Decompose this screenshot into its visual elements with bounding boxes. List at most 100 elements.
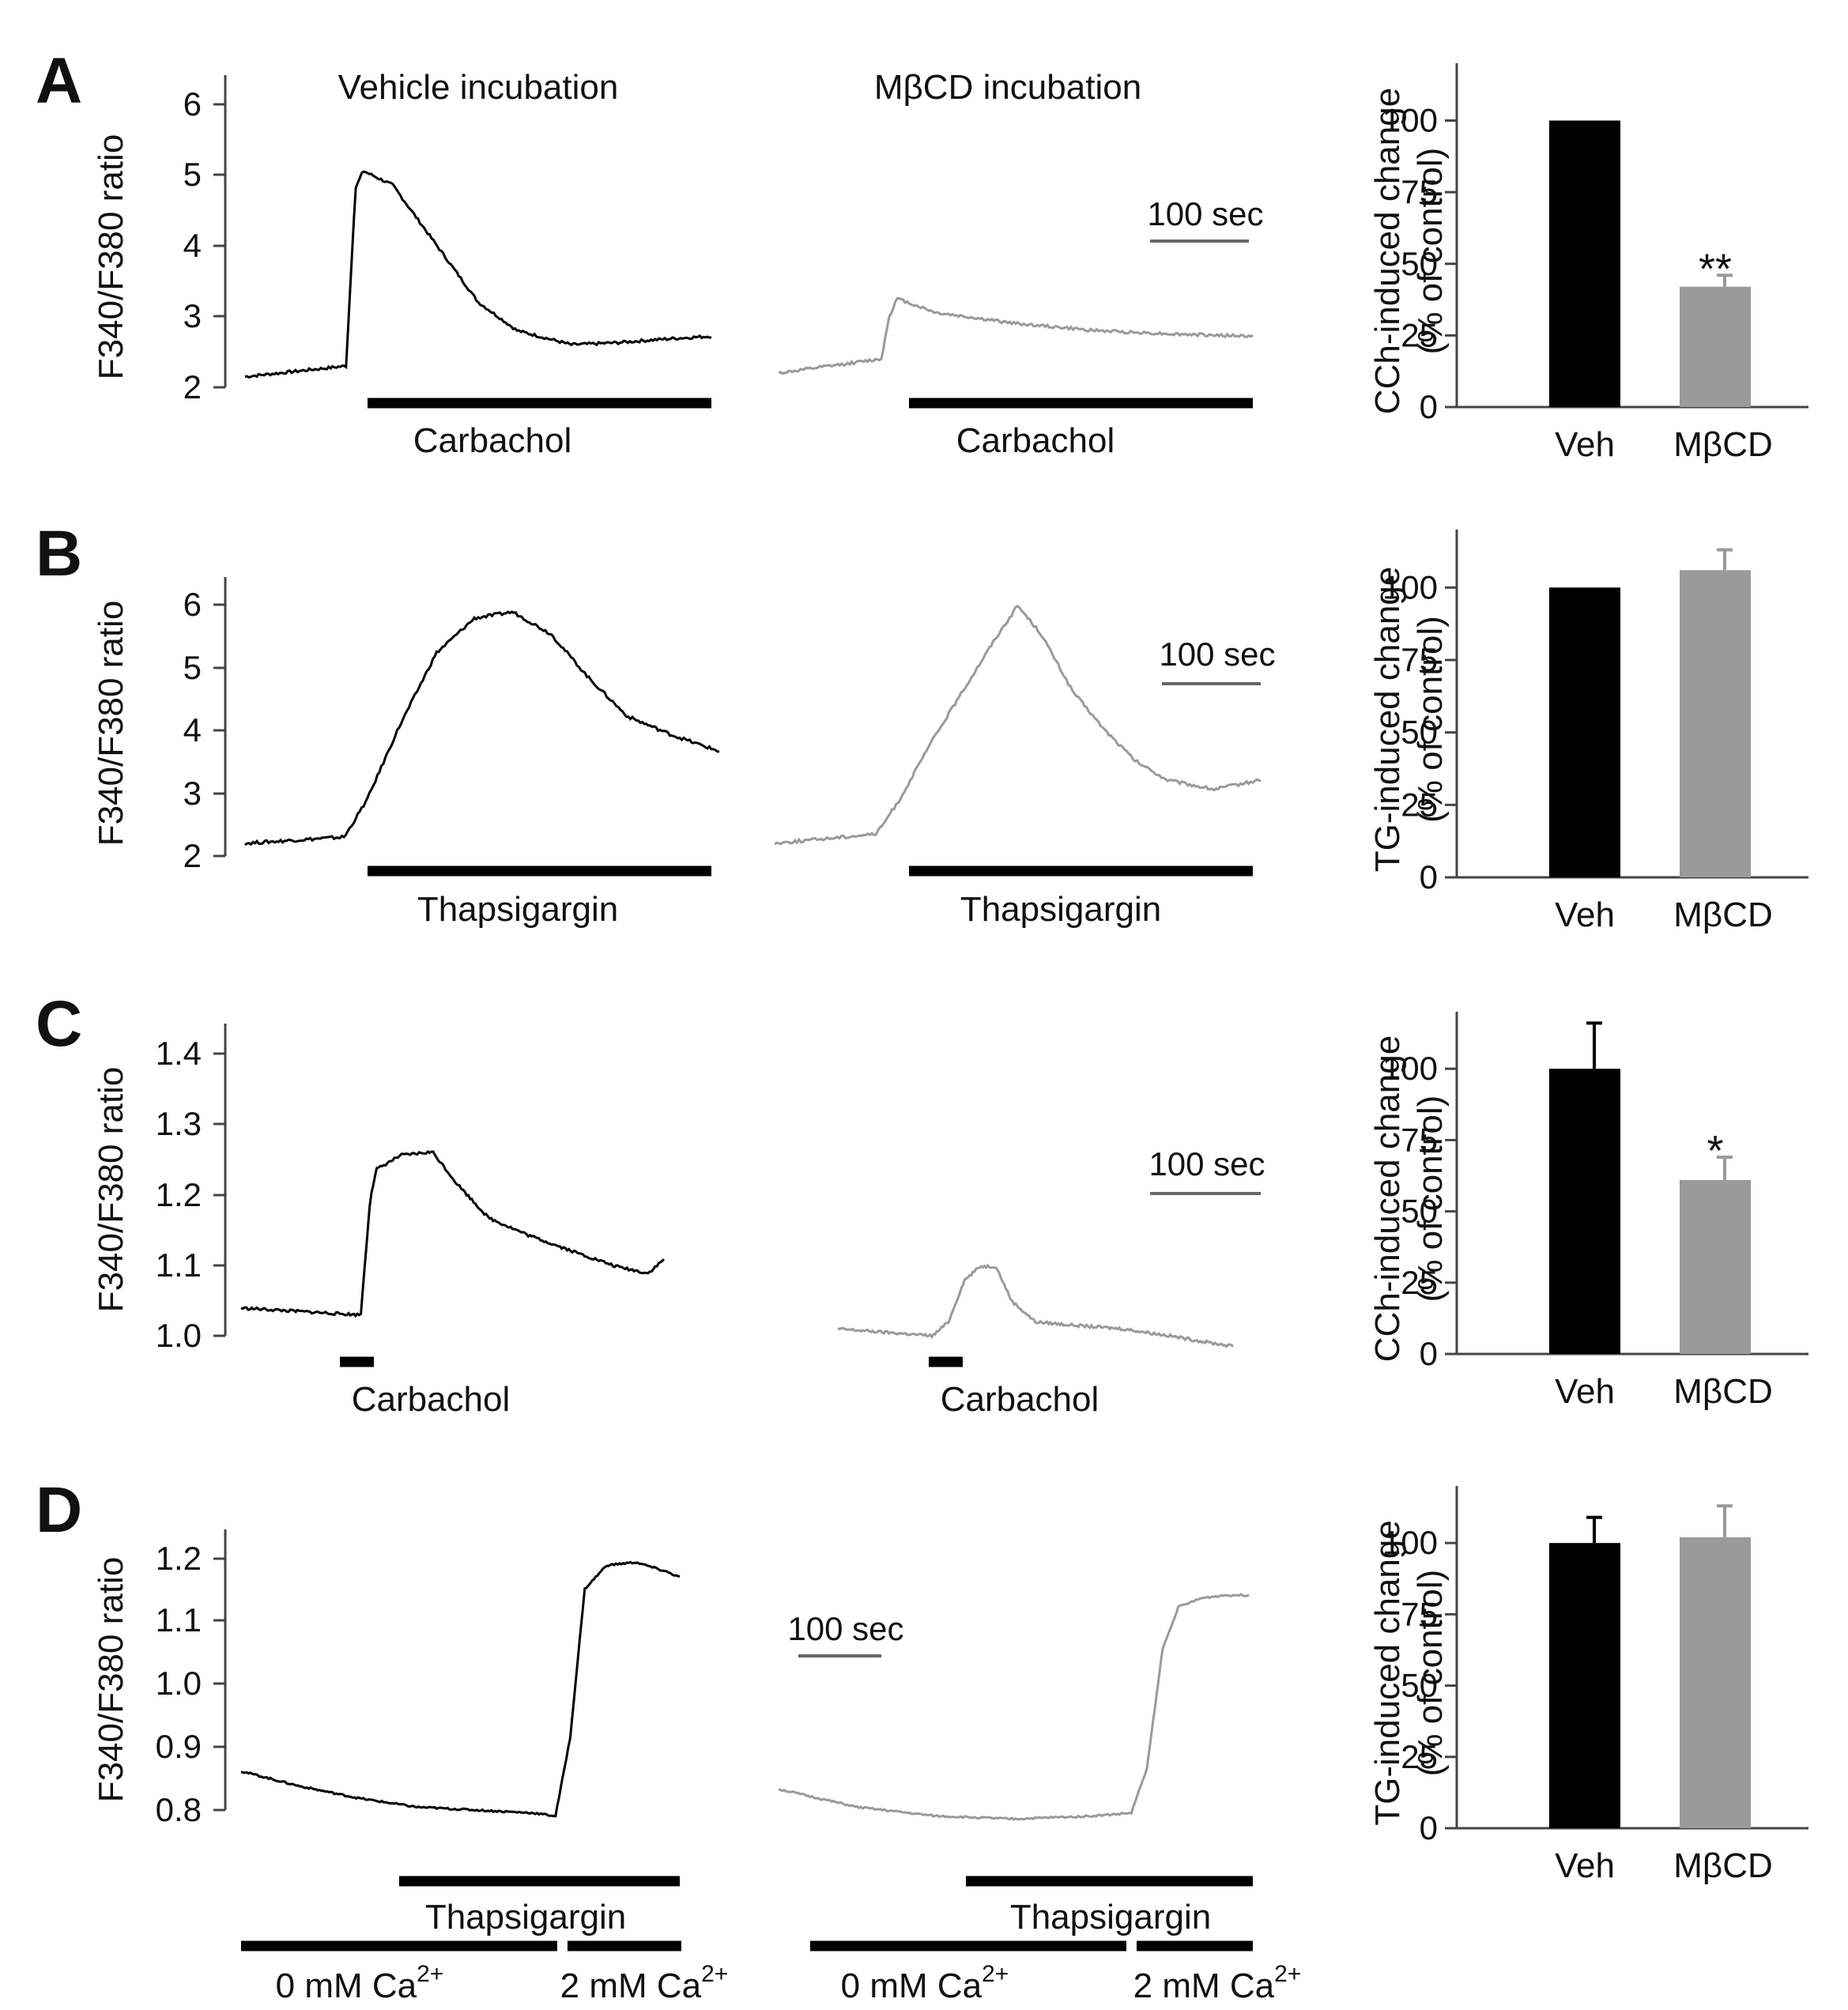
stimulus-label-vehicle: Thapsigargin <box>417 890 618 929</box>
bar-y-tick-label: 25 <box>1401 786 1438 823</box>
bar-mbcd <box>1680 286 1751 407</box>
time-scale-label: 100 sec <box>1148 1145 1265 1182</box>
panel-letter-b: B <box>36 518 82 590</box>
ca0-superscript: 2+ <box>417 1961 443 1987</box>
panel-b: B 2 3 4 5 6 F340/F380 ratio Thapsigargin… <box>36 518 1808 934</box>
trace-vehicle <box>240 1560 681 1818</box>
ca2-superscript: 2+ <box>1274 1961 1301 1987</box>
bar-category-label: MβCD <box>1673 1372 1773 1411</box>
panel-d-trace-yaxis: 0.8 0.9 1.0 1.1 1.2 F340/F380 ratio <box>92 1529 227 1828</box>
column-title-vehicle: Vehicle incubation <box>338 68 619 107</box>
bar-y-axis-label: CCh-induced change (% of control) <box>1368 88 1450 414</box>
bar-y-axis-label-line: TG-induced change <box>1368 567 1407 872</box>
significance-marker: ** <box>1699 245 1732 292</box>
bar-y-tick-label: 50 <box>1401 1667 1438 1704</box>
ca0-label-mbcd: 0 mM Ca2+ <box>841 1961 1009 2005</box>
bar-category-label: MβCD <box>1673 425 1773 464</box>
trace-y-tick-label: 1.2 <box>156 1176 202 1213</box>
bar-category-label: Veh <box>1555 1372 1615 1411</box>
trace-y-tick-label: 1.4 <box>156 1035 202 1072</box>
trace-y-tick-label: 1.2 <box>156 1540 202 1577</box>
stimulus-label-mbcd: Carbachol <box>956 421 1115 460</box>
bar-veh <box>1549 587 1620 877</box>
bar-y-tick-label: 0 <box>1420 388 1438 425</box>
bar-y-axis-label-line: (% of control) <box>1411 616 1450 823</box>
stimulus-label-mbcd: Thapsigargin <box>960 890 1161 929</box>
bar-y-axis-label-line: CCh-induced change <box>1368 88 1407 414</box>
trace-y-tick-label: 1.1 <box>156 1246 202 1284</box>
trace-y-axis-label: F340/F380 ratio <box>92 134 130 380</box>
ca0-label-vehicle: 0 mM Ca2+ <box>276 1961 444 2005</box>
bar-y-tick-label: 100 <box>1382 1524 1438 1561</box>
bar-mbcd <box>1680 570 1751 877</box>
thapsigargin-label-vehicle: Thapsigargin <box>425 1898 626 1936</box>
column-title-mbcd: MβCD incubation <box>874 68 1141 107</box>
bar-category-label: Veh <box>1555 1846 1615 1885</box>
bar-y-tick-label: 50 <box>1401 245 1438 282</box>
trace-mbcd <box>837 1263 1235 1348</box>
trace-y-tick-label: 3 <box>183 775 202 812</box>
trace-y-tick-label: 3 <box>183 297 202 334</box>
panel-c: C 1.0 1.1 1.2 1.3 1.4 F340/F380 ratio Ca… <box>36 988 1808 1419</box>
trace-vehicle <box>240 1150 666 1318</box>
bar-y-tick-label: 75 <box>1401 641 1438 678</box>
thapsigargin-label-mbcd: Thapsigargin <box>1010 1898 1211 1936</box>
bar-y-axis-label-line: TG-induced change <box>1368 1520 1407 1825</box>
bar-veh <box>1549 1543 1620 1828</box>
bar-y-tick-label: 25 <box>1401 1264 1438 1301</box>
bar-category-label: Veh <box>1555 425 1615 464</box>
bar-y-tick-label: 75 <box>1401 1121 1438 1158</box>
stimulus-label-mbcd: Carbachol <box>941 1380 1099 1419</box>
bar-y-tick-label: 0 <box>1420 1335 1438 1372</box>
ca2-label-vehicle: 2 mM Ca2+ <box>560 1961 729 2005</box>
panel-letter-a: A <box>36 45 82 117</box>
trace-vehicle <box>244 610 720 847</box>
bar-y-tick-label: 100 <box>1382 102 1438 139</box>
trace-y-tick-label: 0.8 <box>156 1791 202 1828</box>
panel-d: D 0.8 0.9 1.0 1.1 1.2 F340/F380 ratio 10… <box>36 1474 1808 2005</box>
bar-y-axis-label-line: (% of control) <box>1411 1096 1450 1303</box>
bar-category-label: MβCD <box>1673 1846 1773 1885</box>
time-scale-label: 100 sec <box>1159 635 1275 673</box>
stimulus-label-vehicle: Carbachol <box>413 421 572 460</box>
trace-y-axis-label: F340/F380 ratio <box>92 601 130 847</box>
ca2-label-text: 2 mM Ca <box>1133 1967 1275 2005</box>
bar-category-label: Veh <box>1555 896 1615 934</box>
time-scale-label: 100 sec <box>1147 195 1263 232</box>
trace-y-tick-label: 4 <box>183 227 202 264</box>
trace-y-tick-label: 1.0 <box>156 1317 202 1354</box>
trace-mbcd <box>778 296 1254 375</box>
bar-y-tick-label: 75 <box>1401 173 1438 210</box>
trace-y-tick-label: 1.0 <box>156 1665 202 1702</box>
bar-y-tick-label: 0 <box>1420 858 1438 896</box>
panel-a: A 2 3 4 5 6 F340/F380 ratio Carbachol Ca… <box>36 45 1808 464</box>
bar-mbcd <box>1680 1537 1751 1828</box>
bar-y-tick-label: 75 <box>1401 1595 1438 1632</box>
significance-marker: * <box>1707 1127 1723 1175</box>
trace-y-tick-label: 4 <box>183 711 202 749</box>
trace-y-axis-label: F340/F380 ratio <box>92 1557 130 1803</box>
bar-mbcd <box>1680 1179 1751 1354</box>
stimulus-label-vehicle: Carbachol <box>352 1380 511 1419</box>
ca2-label-text: 2 mM Ca <box>560 1967 702 2005</box>
trace-y-tick-label: 6 <box>183 85 202 123</box>
trace-y-axis-label: F340/F380 ratio <box>92 1067 130 1313</box>
bar-y-axis-label: TG-induced change (% of control) <box>1368 1520 1450 1825</box>
bar-y-tick-label: 100 <box>1382 1050 1438 1087</box>
bar-y-tick-label: 25 <box>1401 316 1438 353</box>
bar-y-axis-label: CCh-induced change (% of control) <box>1368 1035 1450 1362</box>
bar-y-tick-label: 0 <box>1420 1809 1438 1846</box>
time-scale-label: 100 sec <box>787 1610 903 1647</box>
panel-letter-d: D <box>36 1474 82 1546</box>
bar-y-tick-label: 25 <box>1401 1738 1438 1775</box>
trace-y-tick-label: 0.9 <box>156 1728 202 1765</box>
trace-y-tick-label: 6 <box>183 586 202 623</box>
bar-y-axis-label-line: (% of control) <box>1411 148 1450 355</box>
trace-y-tick-label: 5 <box>183 649 202 686</box>
ca2-superscript: 2+ <box>701 1961 728 1987</box>
trace-vehicle <box>244 170 712 379</box>
